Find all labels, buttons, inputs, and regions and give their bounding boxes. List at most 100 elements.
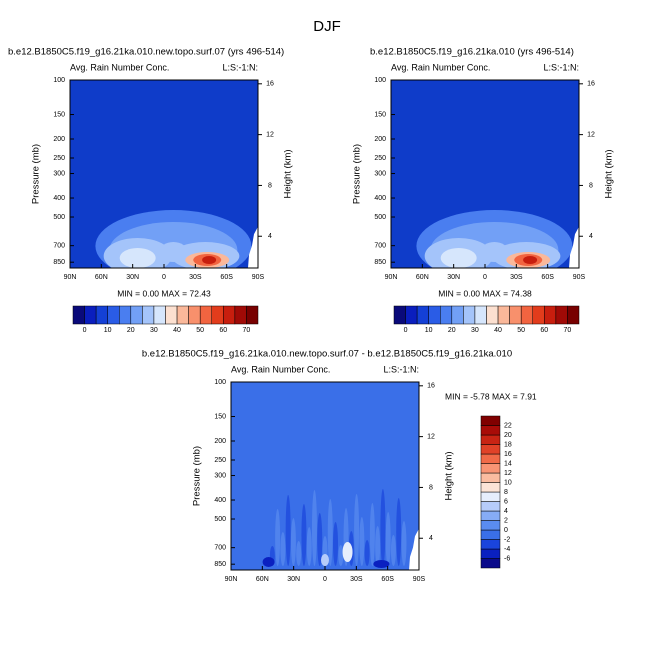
contour-region <box>385 512 391 566</box>
x-tick-label: 30S <box>189 274 202 281</box>
colorbar-box <box>463 305 476 325</box>
colorbar-box <box>393 305 406 325</box>
colorbar-label: 2 <box>504 517 508 524</box>
colorbar-box <box>480 463 501 474</box>
colorbar-box <box>555 305 568 325</box>
x-tick-label: 60S <box>381 576 394 583</box>
y-tick-label: 200 <box>53 136 65 143</box>
contour-region <box>364 540 370 566</box>
contour-region <box>380 489 386 566</box>
colorbar-box <box>480 491 501 502</box>
x-tick-label: 30N <box>126 274 139 281</box>
colorbar-label: 10 <box>104 327 112 334</box>
y-tick-label: 250 <box>214 457 226 464</box>
y-tick-label: 850 <box>374 259 386 266</box>
topography-mask <box>248 226 258 268</box>
colorbar-box <box>416 305 429 325</box>
y2-axis-label: Height (km) <box>604 149 615 198</box>
contour-region <box>390 535 396 566</box>
colorbar-box <box>480 472 501 483</box>
y2-tick-label: 12 <box>266 131 274 138</box>
contour-region <box>290 518 296 566</box>
figure-title: DJF <box>313 18 341 35</box>
contour-region <box>369 503 375 566</box>
y-tick-label: 150 <box>214 413 226 420</box>
colorbar-label: -4 <box>504 546 510 553</box>
y-tick-label: 500 <box>214 516 226 523</box>
colorbar-box <box>520 305 533 325</box>
colorbar-box <box>567 305 580 325</box>
colorbar-box <box>95 305 108 325</box>
colorbar-label: 10 <box>504 479 512 486</box>
y-tick-label: 850 <box>214 561 226 568</box>
colorbar-label: 60 <box>540 327 548 334</box>
colorbar-box <box>480 501 501 512</box>
y-tick-label: 400 <box>374 195 386 202</box>
y2-tick-label: 16 <box>587 81 595 88</box>
colorbar-label: 12 <box>504 470 512 477</box>
colorbar-box <box>474 305 487 325</box>
contour-region <box>338 545 344 566</box>
colorbar-box <box>480 520 501 531</box>
x-tick-label: 30N <box>287 576 300 583</box>
colorbar-label: 40 <box>494 327 502 334</box>
y2-tick-label: 4 <box>268 233 272 240</box>
colorbar-label: 0 <box>83 327 87 334</box>
y-tick-label: 300 <box>53 170 65 177</box>
y-tick-label: 700 <box>53 243 65 250</box>
contour-region <box>354 494 360 566</box>
x-tick-label: 90S <box>252 274 265 281</box>
y-tick-label: 250 <box>53 155 65 162</box>
colorbar-box <box>544 305 557 325</box>
y2-axis-label: Height (km) <box>283 149 294 198</box>
colorbar-box <box>486 305 499 325</box>
colorbar-box <box>480 434 501 445</box>
contour-region <box>296 541 302 566</box>
colorbar-box <box>440 305 453 325</box>
colorbar-box <box>130 305 143 325</box>
x-tick-label: 60N <box>256 576 269 583</box>
corner-label: L:S:-1:N: <box>543 62 579 72</box>
x-tick-label: 60S <box>541 274 554 281</box>
colorbar-label: 70 <box>243 327 251 334</box>
colorbar-box <box>428 305 441 325</box>
contour-region <box>262 557 275 567</box>
x-tick-label: 0 <box>323 576 327 583</box>
colorbar-box <box>153 305 166 325</box>
colorbar-box <box>480 548 501 559</box>
colorbar-label: 8 <box>504 489 508 496</box>
colorbar-box <box>234 305 247 325</box>
colorbar-box <box>188 305 201 325</box>
field <box>70 80 258 268</box>
topography-mask <box>569 226 579 268</box>
contour-region <box>359 517 365 566</box>
colorbar-box <box>480 482 501 493</box>
colorbar-label: -2 <box>504 536 510 543</box>
contour-region <box>311 490 317 566</box>
y-tick-label: 850 <box>53 259 65 266</box>
x-tick-label: 90N <box>385 274 398 281</box>
y2-tick-label: 8 <box>589 182 593 189</box>
colorbar-box <box>211 305 224 325</box>
colorbar-box <box>451 305 464 325</box>
x-tick-label: 60N <box>416 274 429 281</box>
contour-region <box>280 532 286 566</box>
x-tick-label: 0 <box>162 274 166 281</box>
colorbar-box <box>497 305 510 325</box>
x-tick-label: 0 <box>483 274 487 281</box>
y-tick-label: 150 <box>53 111 65 118</box>
x-tick-label: 30N <box>447 274 460 281</box>
y2-tick-label: 4 <box>429 535 433 542</box>
stats: MIN = -5.78 MAX = 7.91 <box>445 391 537 401</box>
colorbar-label: 30 <box>150 327 158 334</box>
contour-region <box>119 248 156 268</box>
colorbar-label: 40 <box>173 327 181 334</box>
y-tick-label: 500 <box>374 214 386 221</box>
x-tick-label: 60S <box>220 274 233 281</box>
y-tick-label: 700 <box>374 243 386 250</box>
colorbar-box <box>480 453 501 464</box>
x-tick-label: 90S <box>413 576 426 583</box>
stats: MIN = 0.00 MAX = 74.38 <box>438 288 532 298</box>
y2-axis-label: Height (km) <box>444 451 455 500</box>
contour-region <box>440 248 477 268</box>
